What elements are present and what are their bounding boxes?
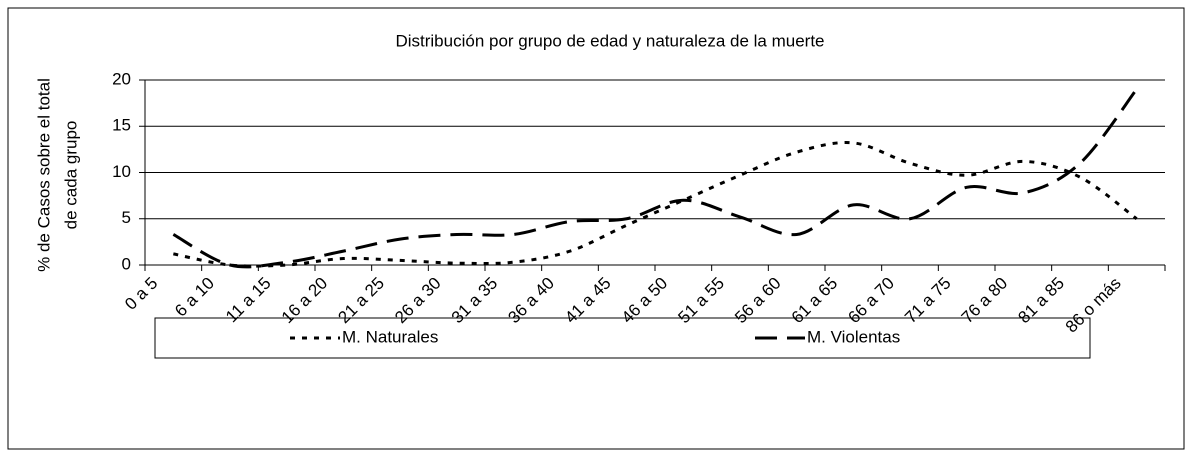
y-tick-label: 15 (112, 116, 131, 135)
legend-label: M. Naturales (342, 327, 438, 346)
y-tick-label: 10 (112, 162, 131, 181)
line-series (173, 141, 1138, 268)
chart-title: Distribución por grupo de edad y natural… (395, 31, 824, 50)
legend-label: M. Violentas (807, 327, 900, 346)
y-axis-label: de cada grupo (61, 121, 80, 230)
chart-frame (7, 7, 1185, 450)
line-series (172, 88, 1138, 269)
y-tick-label: 20 (112, 69, 131, 88)
y-tick-label: 0 (122, 254, 131, 273)
y-axis-label: % de Casos sobre el total (34, 78, 53, 272)
legend-box (154, 317, 1091, 359)
y-tick-label: 5 (122, 208, 131, 227)
